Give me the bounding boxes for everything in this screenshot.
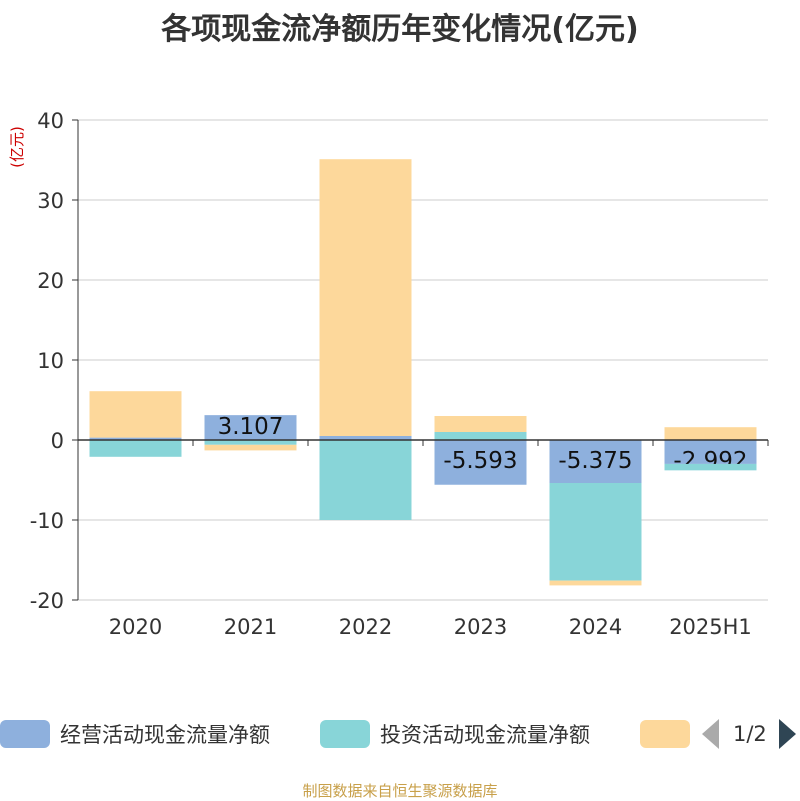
bar-series1 [89,437,182,440]
x-tick-label: 2021 [224,615,277,639]
bar-series1 [434,440,527,485]
legend-item-investing[interactable]: 投资活动现金流量净额 [320,716,590,752]
chart-title: 各项现金流净额历年变化情况(亿元) [161,12,639,47]
bar-series3 [319,159,412,436]
bar-series3 [549,580,642,586]
pager-next-arrow-icon[interactable] [778,719,796,749]
pager-page-indicator: 1/2 [733,722,767,746]
legend: 经营活动现金流量净额 投资活动现金流量净额 [0,716,800,756]
bar-data-label: -5.593 [443,448,517,474]
bar-data-label: 3.107 [218,414,284,440]
legend-swatch-operating [0,720,50,748]
bar-series1 [664,440,757,464]
legend-label-operating: 经营活动现金流量净额 [60,723,270,747]
bar-series2 [434,432,527,440]
legend-pager: 1/2 [702,716,796,752]
data-source-note: 制图数据来自恒生聚源数据库 [302,782,498,800]
x-tick-label: 2022 [339,615,392,639]
pager-prev-arrow-icon[interactable] [702,719,719,749]
bar-series3 [204,444,297,451]
legend-swatch-investing [320,720,370,748]
y-tick-label: 30 [37,189,64,213]
legend-item-financing[interactable] [640,716,690,752]
y-tick-label: 20 [37,269,64,293]
bar-data-label: -5.375 [558,448,632,474]
y-axis-unit-label: (亿元) [8,126,26,168]
y-tick-label: 0 [51,429,64,453]
y-tick-label: 10 [37,349,64,373]
bar-series1 [549,440,642,483]
bar-series2 [549,483,642,581]
legend-label-investing: 投资活动现金流量净额 [380,723,590,747]
bar-series3 [89,391,182,438]
x-tick-label: 2023 [454,615,507,639]
y-tick-label: -10 [30,509,64,533]
bar-series2 [89,440,182,457]
x-tick-label: 2024 [569,615,622,639]
bar-series1 [204,415,297,440]
legend-swatch-financing [640,720,690,748]
bar-series2 [319,440,412,520]
legend-item-operating[interactable]: 经营活动现金流量净额 [0,716,270,752]
x-tick-label: 2020 [109,615,162,639]
y-tick-label: -20 [30,589,64,613]
bar-series3 [664,427,757,440]
x-tick-label: 2025H1 [669,615,752,639]
bar-series3 [434,416,527,432]
bar-series1 [319,436,412,440]
bar-series2 [204,440,297,445]
bar-series2 [664,463,757,471]
y-tick-label: 40 [37,109,64,133]
